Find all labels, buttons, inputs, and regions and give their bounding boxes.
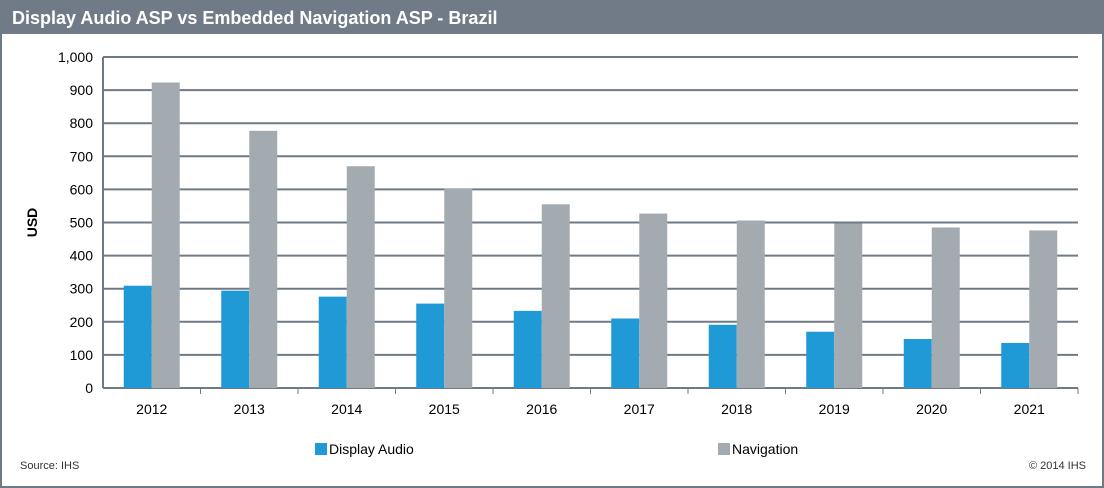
bar-display-audio (123, 285, 152, 388)
chart-title: Display Audio ASP vs Embedded Navigation… (2, 2, 1102, 34)
y-tick-label: 400 (70, 248, 94, 264)
y-tick-label: 1,000 (58, 49, 93, 65)
bar-navigation (1029, 230, 1058, 388)
x-tick-label: 2016 (526, 401, 557, 417)
bar-display-audio (318, 296, 347, 388)
bar-display-audio (221, 290, 250, 388)
y-tick-label: 300 (70, 281, 94, 297)
source-note: Source: IHS (20, 460, 80, 472)
x-tick-label: 2017 (624, 401, 655, 417)
legend-swatch (315, 443, 327, 455)
x-tick-label: 2019 (819, 401, 850, 417)
y-tick-label: 700 (70, 148, 94, 164)
x-tick-label: 2020 (916, 401, 947, 417)
legend-swatch (718, 443, 730, 455)
bar-navigation (346, 166, 375, 388)
copyright-note: © 2014 IHS (1028, 460, 1086, 472)
x-tick-label: 2014 (331, 401, 362, 417)
bar-display-audio (1001, 342, 1030, 388)
bar-display-audio (903, 339, 932, 388)
bar-display-audio (708, 324, 737, 388)
bar-navigation (444, 188, 473, 388)
bar-display-audio (513, 310, 542, 388)
bar-navigation (639, 213, 668, 388)
x-tick-label: 2013 (234, 401, 265, 417)
x-tick-label: 2012 (136, 401, 167, 417)
y-tick-label: 600 (70, 181, 94, 197)
bar-display-audio (806, 331, 835, 388)
legend-label: Display Audio (329, 441, 414, 457)
y-tick-label: 800 (70, 115, 94, 131)
bar-navigation (249, 130, 278, 389)
y-tick-label: 900 (70, 82, 94, 98)
bar-navigation (931, 227, 960, 388)
bar-navigation (736, 220, 765, 388)
y-tick-label: 500 (70, 215, 94, 231)
y-axis-label: USD (24, 208, 40, 238)
bar-navigation (151, 82, 180, 388)
y-tick-label: 0 (85, 380, 93, 396)
bar-display-audio (611, 318, 640, 388)
x-tick-label: 2018 (721, 401, 752, 417)
x-tick-label: 2021 (1014, 401, 1045, 417)
y-tick-label: 100 (70, 347, 94, 363)
bar-navigation (541, 204, 570, 388)
bar-display-audio (416, 303, 445, 388)
bar-navigation (834, 223, 863, 388)
y-tick-label: 200 (70, 314, 94, 330)
legend-label: Navigation (732, 441, 798, 457)
x-tick-label: 2015 (429, 401, 460, 417)
